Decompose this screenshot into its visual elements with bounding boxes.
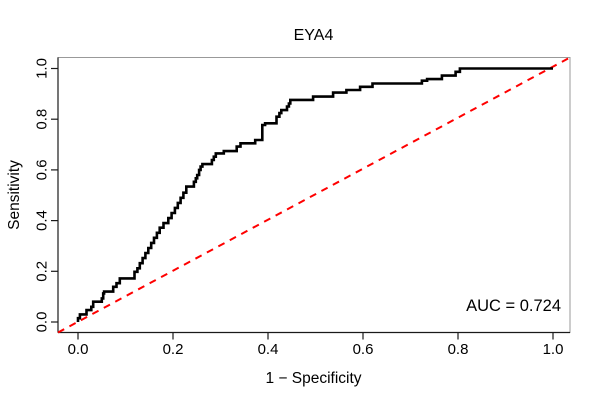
y-axis-ticks: 0.0 0.2 0.4 0.6 0.8 1.0	[34, 58, 58, 333]
roc-curve	[76, 67, 553, 322]
y-tick-label: 1.0	[34, 58, 51, 79]
x-tick-label: 0.6	[353, 341, 374, 358]
y-tick-label: 0.2	[34, 261, 51, 282]
auc-annotation: AUC = 0.724	[466, 297, 561, 315]
x-tick-label: 0.4	[258, 341, 279, 358]
y-tick-label: 0.8	[34, 109, 51, 130]
y-axis-label: Sensitivity	[6, 160, 23, 230]
x-axis-label: 1 − Specificity	[265, 370, 361, 387]
x-tick-label: 0.2	[163, 341, 184, 358]
chart-title: EYA4	[294, 27, 334, 44]
reference-diagonal-line	[57, 56, 571, 334]
x-tick-label: 0.8	[448, 341, 469, 358]
x-tick-label: 0.0	[68, 341, 89, 358]
y-tick-label: 0.6	[34, 159, 51, 180]
y-tick-label: 0.4	[34, 210, 51, 231]
x-axis-ticks: 0.0 0.2 0.4 0.6 0.8 1.0	[68, 332, 564, 358]
x-tick-label: 1.0	[543, 341, 564, 358]
y-tick-label: 0.0	[34, 312, 51, 333]
